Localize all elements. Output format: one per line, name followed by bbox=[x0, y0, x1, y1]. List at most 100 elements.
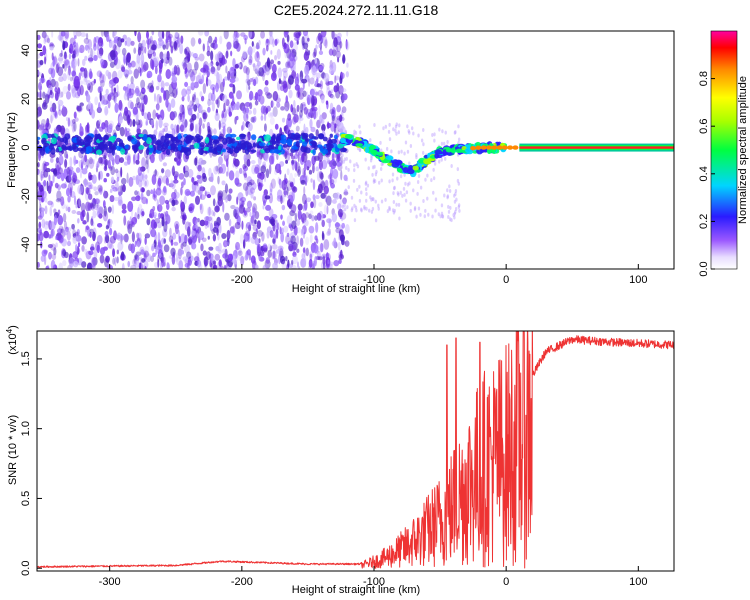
spectrogram-noise-mark bbox=[180, 122, 186, 131]
spectrogram-noise-mark bbox=[251, 164, 257, 175]
spectrogram-noise-mark bbox=[323, 204, 329, 216]
spectrogram-noise-mark bbox=[245, 230, 250, 237]
spectrogram-noise-mark bbox=[118, 99, 123, 111]
spectrogram-noise-mark bbox=[145, 121, 148, 126]
spectrogram-noise-mark bbox=[268, 31, 274, 38]
spectrogram-noise-mark bbox=[225, 158, 229, 168]
spectrogram-noise-mark bbox=[82, 155, 87, 166]
spectrogram-scatter-mark bbox=[430, 178, 433, 183]
spectrogram-noise-mark bbox=[79, 67, 86, 72]
spectrogram-noise-mark bbox=[329, 108, 335, 115]
spectrogram-noise-mark bbox=[304, 199, 308, 211]
spectrogram-noise-mark bbox=[246, 159, 251, 167]
spectrogram-noise-mark bbox=[179, 104, 184, 113]
spectrogram-scatter-mark bbox=[356, 164, 360, 169]
spectrogram-noise-mark bbox=[57, 209, 61, 216]
spectrogram-noise-mark bbox=[191, 51, 194, 57]
spectrogram-band-mark bbox=[145, 137, 152, 145]
spectrogram-noise-mark bbox=[345, 39, 348, 50]
spectrogram-scatter-mark bbox=[379, 140, 382, 145]
spectrogram-noise-mark bbox=[41, 31, 47, 39]
spectrogram-noise-mark bbox=[149, 40, 156, 51]
spectrogram-scatter-mark bbox=[421, 150, 425, 155]
spectrogram-noise-mark bbox=[168, 56, 173, 66]
spectrogram-noise-mark bbox=[288, 75, 294, 85]
spectrogram-noise-mark bbox=[160, 87, 165, 93]
spectrogram-noise-mark bbox=[69, 186, 72, 198]
spectrogram-noise-mark bbox=[37, 43, 43, 49]
spectrogram-scatter-mark bbox=[363, 204, 366, 209]
spectrogram-band-mark bbox=[262, 145, 270, 151]
spectrogram-noise-mark bbox=[117, 199, 124, 207]
spectrogram-noise-mark bbox=[289, 172, 294, 184]
spectrogram-noise-mark bbox=[213, 211, 216, 217]
spectrogram-noise-mark bbox=[309, 210, 314, 215]
spectrogram-noise-mark bbox=[94, 96, 99, 106]
spectrogram-noise-mark bbox=[344, 224, 350, 235]
spectrogram-scatter-mark bbox=[441, 129, 444, 134]
spectrogram-noise-mark bbox=[219, 88, 223, 96]
spectrogram-noise-mark bbox=[260, 251, 265, 257]
spectrogram-noise-mark bbox=[132, 258, 138, 267]
spectrogram-scatter-mark bbox=[371, 165, 375, 170]
spectrogram-noise-mark bbox=[90, 246, 95, 251]
spectrogram-noise-mark bbox=[272, 262, 279, 269]
doppler-track-mark bbox=[501, 145, 508, 150]
spectrogram-noise-mark bbox=[251, 182, 257, 191]
spectrogram-noise-mark bbox=[158, 151, 164, 162]
spectrogram-noise-mark bbox=[180, 206, 185, 217]
spectrogram-scatter-mark bbox=[397, 150, 401, 155]
spectrogram-noise-mark bbox=[140, 264, 143, 269]
spectrogram-noise-mark bbox=[227, 253, 234, 262]
spectrogram-scatter-mark bbox=[386, 209, 390, 214]
spectrogram-noise-mark bbox=[97, 36, 104, 47]
spectrogram-noise-mark bbox=[77, 58, 80, 67]
spectrogram-noise-mark bbox=[86, 158, 90, 168]
spectrogram-noise-mark bbox=[152, 252, 156, 257]
spectrogram-noise-mark bbox=[171, 75, 178, 83]
spectrogram-noise-mark bbox=[328, 48, 334, 56]
spectrogram-noise-mark bbox=[284, 150, 288, 160]
spectrogram-noise-mark bbox=[186, 85, 192, 92]
spectrogram-noise-mark bbox=[76, 210, 82, 216]
spectrogram-noise-mark bbox=[37, 162, 40, 168]
spectrogram-noise-mark bbox=[283, 125, 287, 132]
spectrogram-noise-mark bbox=[298, 31, 302, 36]
spectrogram-noise-mark bbox=[323, 239, 330, 250]
spectrogram-scatter-mark bbox=[372, 179, 376, 184]
spectrogram-noise-mark bbox=[303, 123, 306, 135]
spectrogram-noise-mark bbox=[242, 50, 247, 59]
spectrogram-noise-mark bbox=[324, 193, 328, 203]
spectrogram-noise-mark bbox=[63, 228, 69, 236]
spectrogram-noise-mark bbox=[276, 102, 281, 108]
spectrogram-noise-mark bbox=[124, 106, 129, 116]
spectrogram-noise-mark bbox=[120, 166, 123, 178]
spectrogram-noise-mark bbox=[127, 69, 133, 75]
spectrogram-noise-mark bbox=[89, 50, 96, 58]
spectrogram-noise-mark bbox=[58, 109, 62, 116]
spectrogram-noise-mark bbox=[104, 151, 108, 156]
spectrogram-noise-mark bbox=[255, 45, 261, 50]
spectrogram-noise-mark bbox=[229, 83, 234, 88]
spectrogram-noise-mark bbox=[196, 179, 199, 187]
spectrogram-noise-mark bbox=[84, 44, 89, 51]
snr-x-tick-label: -100 bbox=[363, 576, 385, 588]
spectrogram-noise-mark bbox=[106, 124, 113, 134]
spectrogram-band-mark bbox=[99, 141, 104, 149]
spectrogram-scatter-mark bbox=[450, 163, 453, 168]
spectrogram-noise-mark bbox=[140, 186, 145, 193]
spectrogram-noise-mark bbox=[215, 82, 219, 93]
spectrogram-noise-mark bbox=[76, 105, 83, 112]
spectrogram-noise-mark bbox=[216, 62, 221, 71]
spectrogram-noise-mark bbox=[256, 60, 261, 67]
spectrogram-noise-mark bbox=[207, 79, 212, 86]
spectrogram-band-mark bbox=[250, 134, 257, 141]
spectrogram-noise-mark bbox=[302, 90, 307, 98]
spectrogram-noise-mark bbox=[253, 115, 257, 123]
spectrogram-noise-mark bbox=[330, 167, 334, 177]
spectrogram-noise-mark bbox=[234, 212, 239, 220]
spectrogram-noise-mark bbox=[303, 256, 307, 268]
spectrogram-noise-mark bbox=[118, 115, 123, 124]
spectrogram-noise-mark bbox=[113, 95, 116, 102]
spectrogram-noise-mark bbox=[284, 100, 290, 112]
